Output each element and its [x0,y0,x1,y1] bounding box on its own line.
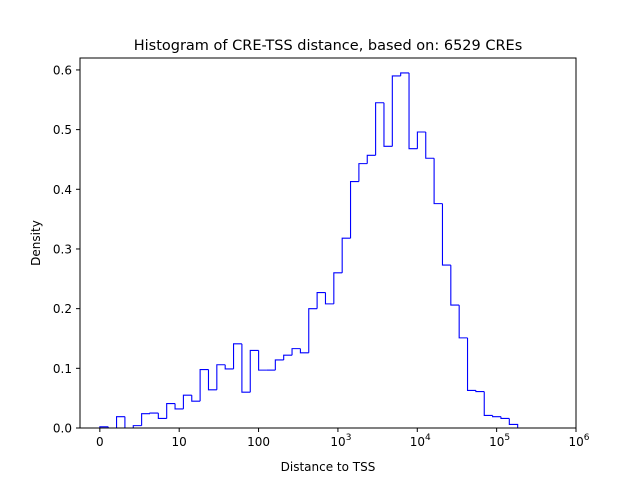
histogram-bin [157,413,167,420]
histogram-bin [450,265,460,306]
histogram-bin [425,132,435,159]
x-axis-label: Distance to TSS [281,460,376,474]
histogram-bin [149,412,159,414]
histogram-bin [433,158,443,205]
histogram-bin [216,364,226,390]
histogram-bin [132,425,142,428]
histogram-bin [383,102,393,147]
x-tick-label: 105 [489,433,510,449]
histogram-bin [207,369,217,391]
histogram-bin [324,292,334,305]
histogram-bin [299,348,309,354]
y-tick-label: 0.2 [53,302,72,316]
y-tick-label: 0.1 [53,362,72,376]
histogram-bin [391,75,401,147]
histogram-bin [182,394,192,409]
histogram-bin [483,391,493,417]
histogram-bin [358,163,368,182]
histogram-bin [400,72,410,76]
histogram-bin [341,237,351,273]
y-axis-label: Density [29,220,43,266]
histogram-bin [475,390,485,393]
histogram-bin [224,364,234,370]
x-tick-label: 103 [330,433,351,449]
histogram-bin [258,350,267,371]
y-tick-label: 0.0 [53,422,72,436]
histogram-bin [166,402,176,419]
histogram-bin [408,72,418,150]
x-tick-label: 0 [96,435,104,449]
histogram-bin [283,354,293,360]
x-tick-label: 104 [410,433,431,449]
y-tick-label: 0.3 [53,242,72,256]
plot-frame [79,57,577,429]
histogram-bin [199,368,209,402]
y-tick-label: 0.5 [53,123,72,137]
x-tick-label: 100 [247,435,270,449]
x-tick-label: 106 [568,433,589,449]
histogram-bin [500,416,510,420]
histogram-series [99,72,519,429]
y-axis-ticks: 0.0 0.1 0.2 0.3 0.4 0.5 0.6 [53,63,80,436]
histogram-bin [124,416,134,429]
histogram-bin [508,418,519,428]
chart-title: Histogram of CRE-TSS distance, based on:… [134,38,523,54]
histogram-bin [416,131,426,149]
histogram-bin [232,343,242,369]
histogram-bin [249,349,259,393]
histogram-bin [241,343,251,393]
histogram-bin [349,180,359,239]
histogram-bin [492,415,501,418]
histogram-bin [458,305,468,339]
x-axis-ticks: 0 10 100 103 104 105 106 [96,428,590,449]
histogram-bin [333,272,343,304]
x-tick-label: 10 [172,435,187,449]
histogram-bin [308,308,318,353]
y-tick-label: 0.6 [53,63,72,77]
histogram-bin [191,395,201,402]
histogram-bin [291,348,301,356]
histogram-bin [316,291,326,309]
histogram-bin [466,337,476,391]
histogram-bin [274,359,284,371]
histogram-bin [375,102,384,156]
histogram-bin [366,154,376,164]
histogram-bin [441,203,451,266]
histogram-bin [174,403,184,410]
histogram-bin [141,413,150,426]
histogram-bin [116,416,125,428]
y-tick-label: 0.4 [53,183,72,197]
